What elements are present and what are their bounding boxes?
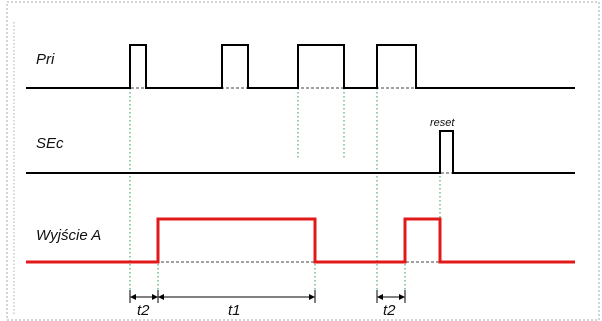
t2-first-label: t2 (137, 302, 150, 319)
output-signal-row: Wyjście A (26, 217, 575, 264)
pri-waveform (26, 44, 575, 89)
sec-signal-row: SEc reset (26, 117, 575, 174)
t1-arrow-left (158, 294, 164, 300)
reset-label: reset (430, 117, 455, 129)
t2-second-arrow-right (399, 294, 405, 300)
pri-label: Pri (36, 51, 55, 68)
t1-label: t1 (228, 302, 241, 319)
t1-arrow-right (309, 294, 315, 300)
interval-dimensions: t2 t1 t2 (129, 290, 406, 319)
t2-first-arrow-left (130, 294, 136, 300)
output-label: Wyjście A (36, 227, 101, 244)
t2-second-arrow-left (377, 294, 383, 300)
t2-second-label: t2 (383, 302, 396, 319)
t2-first-arrow-right (152, 294, 158, 300)
sec-label: SEc (36, 135, 64, 152)
pri-signal-row: Pri (26, 44, 575, 89)
diagram-frame (6, 1, 600, 321)
sec-waveform (26, 130, 575, 174)
output-waveform (26, 217, 575, 264)
guide-lines (129, 88, 441, 300)
